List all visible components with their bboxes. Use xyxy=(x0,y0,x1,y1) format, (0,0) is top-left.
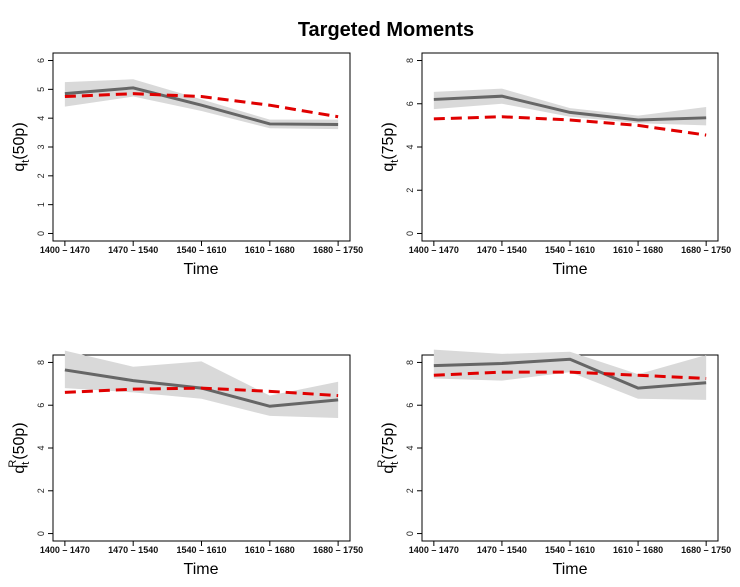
y-tick-label: 2 xyxy=(405,188,415,193)
y-tick-label: 4 xyxy=(405,144,415,149)
x-tick-label: 1610 – 1680 xyxy=(245,245,295,255)
y-tick-label: 5 xyxy=(36,87,46,92)
y-axis-title-main: q xyxy=(380,163,397,172)
plot-frame xyxy=(421,52,719,242)
y-axis-title-subscript: t xyxy=(20,160,32,163)
y-axis-title-tail: (50p) xyxy=(11,122,28,159)
model-series-line xyxy=(433,115,707,137)
confidence-band xyxy=(64,350,339,419)
panel-1: 1400 – 1470 1470 – 1540 1540 – 1610 1610 – … xyxy=(11,52,363,278)
y-axis-title-tail: (75p) xyxy=(380,422,397,459)
y-axis-title: qtR(75p) xyxy=(376,422,401,473)
x-tick-label: 1540 – 1610 xyxy=(545,245,595,255)
y-tick-label: 0 xyxy=(36,531,46,536)
x-tick-label: 1610 – 1680 xyxy=(613,245,663,255)
y-axis-title-tail: (75p) xyxy=(380,122,397,159)
y-tick-label: 4 xyxy=(36,116,46,121)
y-tick-label: 0 xyxy=(405,531,415,536)
y-tick-label: 4 xyxy=(405,445,415,450)
x-tick-label: 1470 – 1540 xyxy=(477,245,527,255)
figure-title: Targeted Moments xyxy=(298,19,474,41)
y-axis-title: qtR(50p) xyxy=(7,422,32,473)
y-tick-label: 4 xyxy=(36,445,46,450)
y-tick-label: 0 xyxy=(36,231,46,236)
x-tick-label: 1680 – 1750 xyxy=(681,545,731,555)
x-tick-label: 1540 – 1610 xyxy=(176,545,226,555)
y-tick-label: 6 xyxy=(405,101,415,106)
y-tick-label: 8 xyxy=(405,58,415,63)
x-tick-label: 1680 – 1750 xyxy=(681,245,731,255)
x-axis-title: Time xyxy=(553,561,588,578)
panel-2: 1400 – 1470 1470 – 1540 1540 – 1610 1610 – … xyxy=(380,52,731,278)
x-tick-label: 1540 – 1610 xyxy=(176,245,226,255)
x-tick-label: 1470 – 1540 xyxy=(108,245,158,255)
x-tick-label: 1610 – 1680 xyxy=(245,545,295,555)
x-tick-label: 1470 – 1540 xyxy=(108,545,158,555)
data-series-line xyxy=(433,94,707,122)
y-axis-title-tail: (50p) xyxy=(11,422,28,459)
model-series-line xyxy=(64,92,339,119)
y-tick-label: 8 xyxy=(405,360,415,365)
confidence-band xyxy=(433,88,707,126)
y-axis-title: qt(50p) xyxy=(11,122,32,171)
x-tick-label: 1680 – 1750 xyxy=(313,545,363,555)
y-tick-label: 6 xyxy=(405,403,415,408)
x-tick-label: 1400 – 1470 xyxy=(409,545,459,555)
y-tick-label: 6 xyxy=(36,58,46,63)
y-tick-label: 1 xyxy=(36,202,46,207)
y-axis-title-subscript: t xyxy=(20,462,32,465)
y-axis-title-subscript: t xyxy=(389,462,401,465)
x-axis-title: Time xyxy=(553,261,588,278)
model-series-line xyxy=(64,386,339,398)
model-series-line xyxy=(433,370,707,380)
x-axis-title: Time xyxy=(184,261,219,278)
y-tick-label: 6 xyxy=(36,403,46,408)
x-tick-label: 1610 – 1680 xyxy=(613,545,663,555)
y-tick-label: 0 xyxy=(405,231,415,236)
x-tick-label: 1400 – 1470 xyxy=(40,245,90,255)
y-axis-title-subscript: t xyxy=(389,160,401,163)
data-series-line xyxy=(433,357,707,390)
y-axis-title-superscript: R xyxy=(376,460,388,468)
y-axis-title-main: q xyxy=(11,465,28,474)
y-axis-title-main: q xyxy=(11,163,28,172)
x-tick-label: 1540 – 1610 xyxy=(545,545,595,555)
x-tick-label: 1400 – 1470 xyxy=(40,545,90,555)
y-tick-label: 8 xyxy=(36,360,46,365)
y-tick-label: 2 xyxy=(36,173,46,178)
x-axis-title: Time xyxy=(184,561,219,578)
x-tick-label: 1470 – 1540 xyxy=(477,545,527,555)
x-tick-label: 1680 – 1750 xyxy=(313,245,363,255)
panel-4: 1400 – 1470 1470 – 1540 1540 – 1610 1610 – … xyxy=(376,349,731,578)
y-axis-title-main: q xyxy=(380,465,397,474)
y-axis-title: qt(75p) xyxy=(380,122,401,171)
y-axis-title-superscript: R xyxy=(7,460,19,468)
y-tick-label: 2 xyxy=(405,488,415,493)
panel-3: 1400 – 1470 1470 – 1540 1540 – 1610 1610 – … xyxy=(7,350,363,578)
y-tick-label: 2 xyxy=(36,488,46,493)
data-series-line xyxy=(64,86,339,127)
y-tick-label: 3 xyxy=(36,144,46,149)
x-tick-label: 1400 – 1470 xyxy=(409,245,459,255)
